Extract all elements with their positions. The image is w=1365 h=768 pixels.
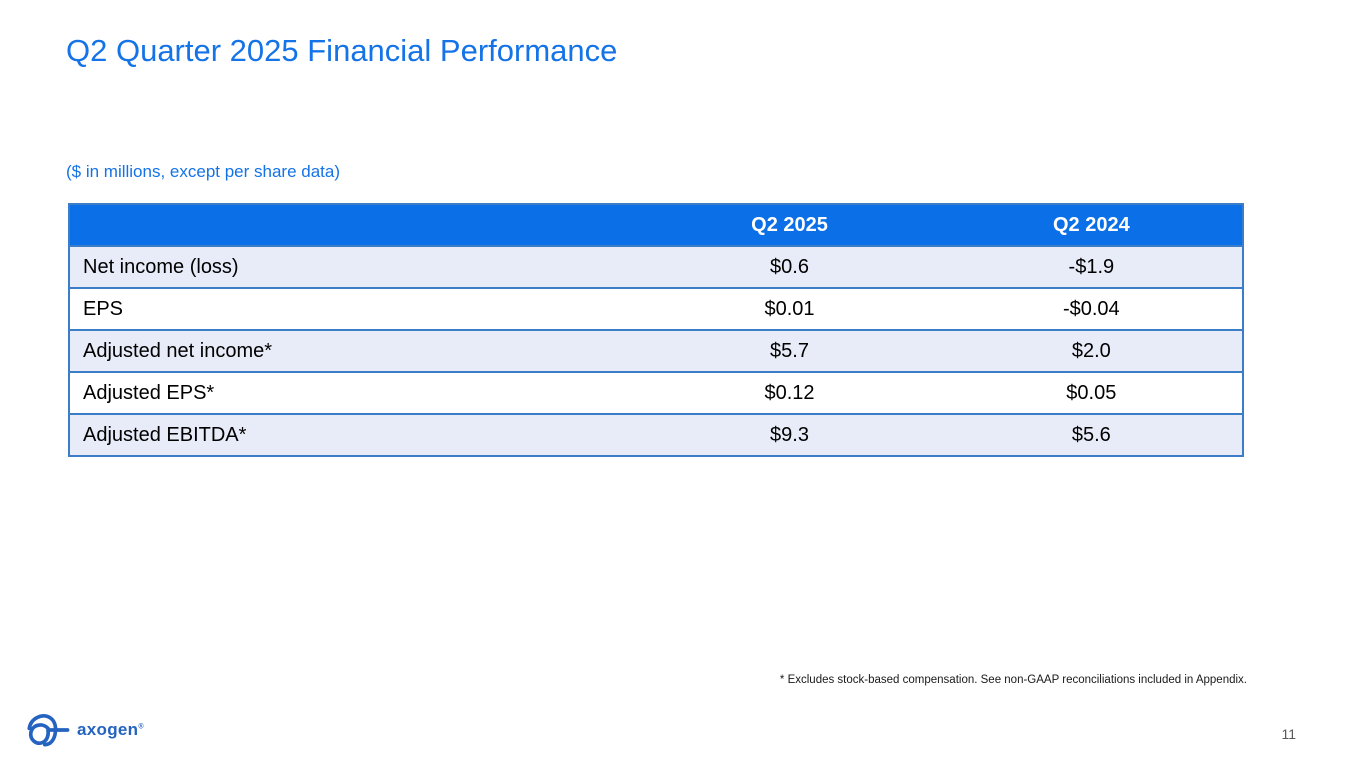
financial-table: Q2 2025 Q2 2024 Net income (loss) $0.6 -…	[68, 203, 1244, 457]
header-q2-2025: Q2 2025	[638, 204, 941, 246]
value-q2-2024: -$0.04	[940, 287, 1243, 330]
table-row: Adjusted EBITDA* $9.3 $5.6	[69, 413, 1243, 456]
logo-wordmark: axogen®	[77, 720, 144, 739]
value-q2-2025: $9.3	[638, 413, 941, 456]
row-label: EPS	[69, 287, 639, 330]
page-number: 11	[1281, 726, 1296, 742]
units-note: ($ in millions, except per share data)	[66, 162, 341, 181]
header-metric	[69, 204, 639, 246]
registered-mark: ®	[138, 723, 144, 731]
value-q2-2024: $2.0	[940, 329, 1243, 372]
value-q2-2025: $0.6	[638, 245, 941, 288]
header-q2-2024: Q2 2024	[940, 204, 1243, 246]
table-row: Net income (loss) $0.6 -$1.9	[69, 245, 1243, 288]
value-q2-2025: $5.7	[638, 329, 941, 372]
table-row: EPS $0.01 -$0.04	[69, 287, 1243, 330]
axogen-logo: axogen®	[26, 710, 144, 750]
value-q2-2025: $0.12	[638, 371, 941, 414]
row-label: Net income (loss)	[69, 245, 639, 288]
footnote: * Excludes stock-based compensation. See…	[779, 674, 1247, 686]
axogen-logo-icon	[27, 714, 70, 747]
row-label: Adjusted EBITDA*	[69, 413, 639, 456]
table-header-row: Q2 2025 Q2 2024	[69, 204, 1243, 246]
value-q2-2025: $0.01	[638, 287, 941, 330]
value-q2-2024: -$1.9	[940, 245, 1243, 288]
row-label: Adjusted EPS*	[69, 371, 639, 414]
value-q2-2024: $0.05	[940, 371, 1243, 414]
value-q2-2024: $5.6	[940, 413, 1243, 456]
table-row: Adjusted EPS* $0.12 $0.05	[69, 371, 1243, 414]
page-title: Q2 Quarter 2025 Financial Performance	[66, 33, 618, 68]
table-row: Adjusted net income* $5.7 $2.0	[69, 329, 1243, 372]
row-label: Adjusted net income*	[69, 329, 639, 372]
